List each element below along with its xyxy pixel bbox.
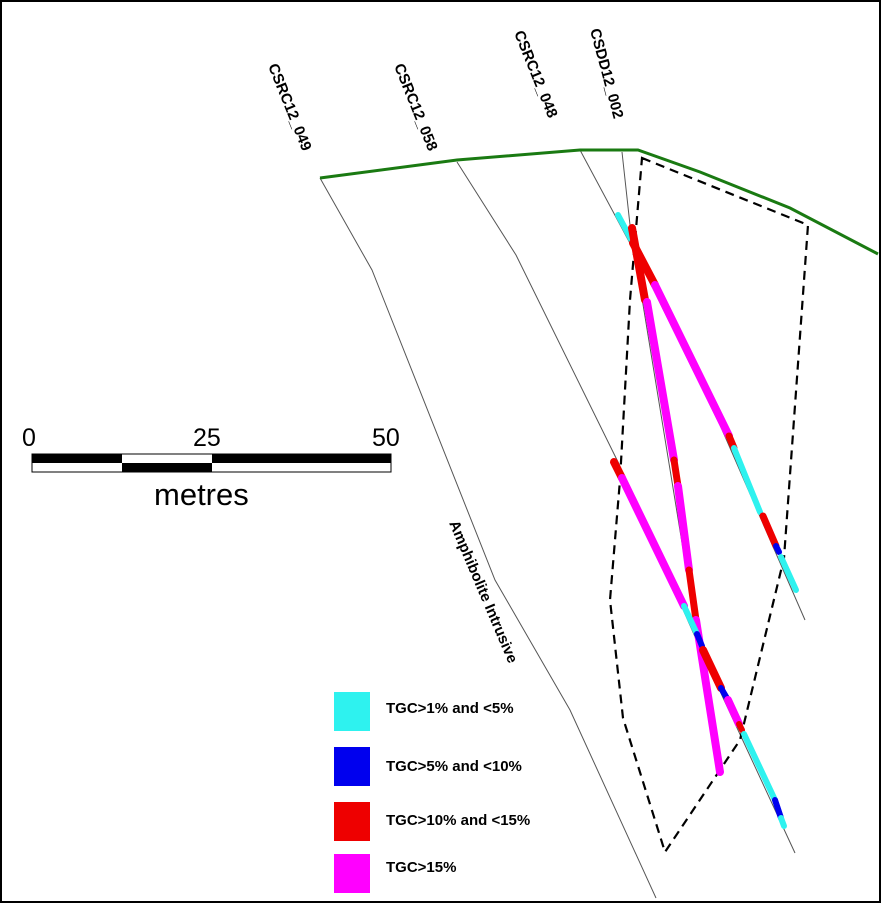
interval-048-low-3 — [778, 554, 799, 593]
drillhole-traces — [319, 149, 806, 899]
topography-line — [319, 148, 879, 256]
interval-058-vhigh — [694, 631, 705, 649]
interval-002-mid-3 — [685, 566, 700, 624]
scale-unit-label: metres — [154, 477, 249, 512]
label-csrc12-058: CSRC12_058 — [390, 61, 440, 153]
interval-058-low-3 — [778, 815, 787, 829]
legend-label-medium: TGC>5% and <10% — [386, 758, 522, 775]
drillhole-labels: CSRC12_049 CSRC12_058 CSRC12_048 CSDD12_… — [264, 27, 626, 154]
legend-swatch-high — [334, 802, 370, 841]
trace-csrc12-049 — [319, 177, 657, 899]
scale-seg-1 — [32, 454, 122, 463]
legend-swatch-low — [334, 692, 370, 731]
interval-048-vhigh — [773, 543, 782, 555]
label-csrc12-048: CSRC12_048 — [510, 28, 560, 120]
interval-058-low-2 — [741, 731, 778, 803]
orebody-outline — [608, 156, 810, 855]
grade-intervals — [610, 212, 799, 829]
trace-csrc12-058 — [456, 161, 796, 854]
scale-tick-25: 25 — [193, 424, 221, 452]
legend-label-low: TGC>1% and <5% — [386, 700, 514, 717]
interval-002-high-2 — [674, 482, 693, 574]
scale-tick-50: 50 — [372, 424, 400, 452]
interval-058-mid-2 — [699, 646, 725, 692]
scale-seg-2 — [122, 463, 212, 472]
interval-058-high — [618, 474, 688, 610]
interval-058-vhigh-3 — [772, 797, 784, 821]
legend-label-high: TGC>10% and <15% — [386, 812, 530, 829]
interval-048-high — [651, 281, 733, 440]
legend-swatch-medium — [334, 747, 370, 786]
interval-002-mid-2 — [670, 456, 682, 490]
interval-058-low — [681, 603, 700, 637]
interval-058-mid-3 — [736, 721, 745, 733]
interval-058-high-2 — [724, 696, 743, 728]
label-csrc12-049: CSRC12_049 — [264, 61, 314, 153]
rock-unit-label: Amphibolite Intrusive — [445, 518, 521, 666]
interval-048-mid-3 — [759, 512, 780, 550]
legend: TGC>1% and <5% TGC>5% and <10% TGC>10% a… — [334, 692, 530, 893]
legend-label-very-high: TGC>15% — [386, 859, 456, 876]
interval-048-low-2 — [731, 445, 763, 515]
scale-tick-0: 0 — [22, 424, 36, 452]
interval-002-mid-top — [628, 224, 649, 304]
scale-bar: 0 25 50 metres — [22, 424, 400, 512]
legend-swatch-very-high — [334, 854, 370, 893]
label-csdd12-002: CSDD12_002 — [586, 27, 626, 121]
scale-seg-3 — [212, 454, 391, 463]
interval-002-high — [643, 298, 678, 464]
